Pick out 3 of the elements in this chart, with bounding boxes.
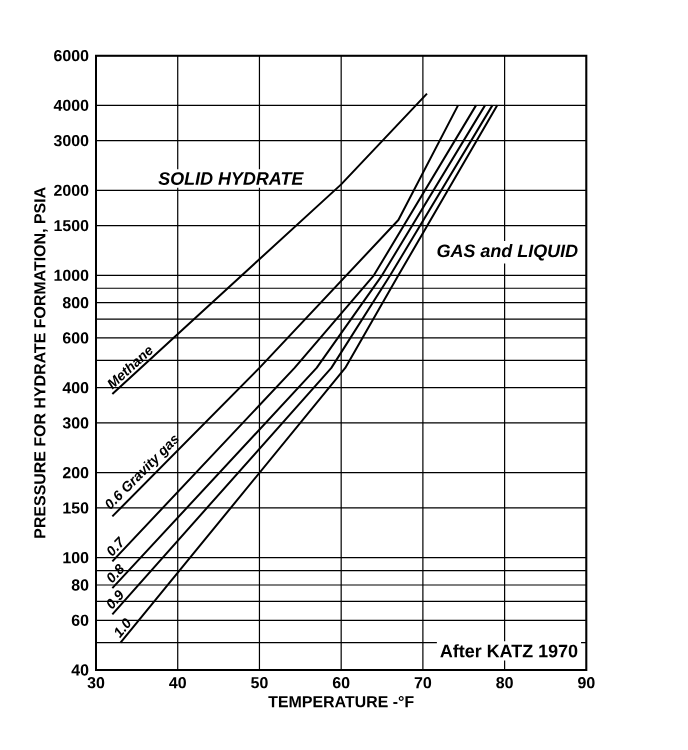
annotation: GAS and LIQUID — [437, 243, 578, 261]
annotation: SOLID HYDRATE — [158, 172, 304, 185]
annotation: After KATZ 1970 — [440, 644, 578, 658]
